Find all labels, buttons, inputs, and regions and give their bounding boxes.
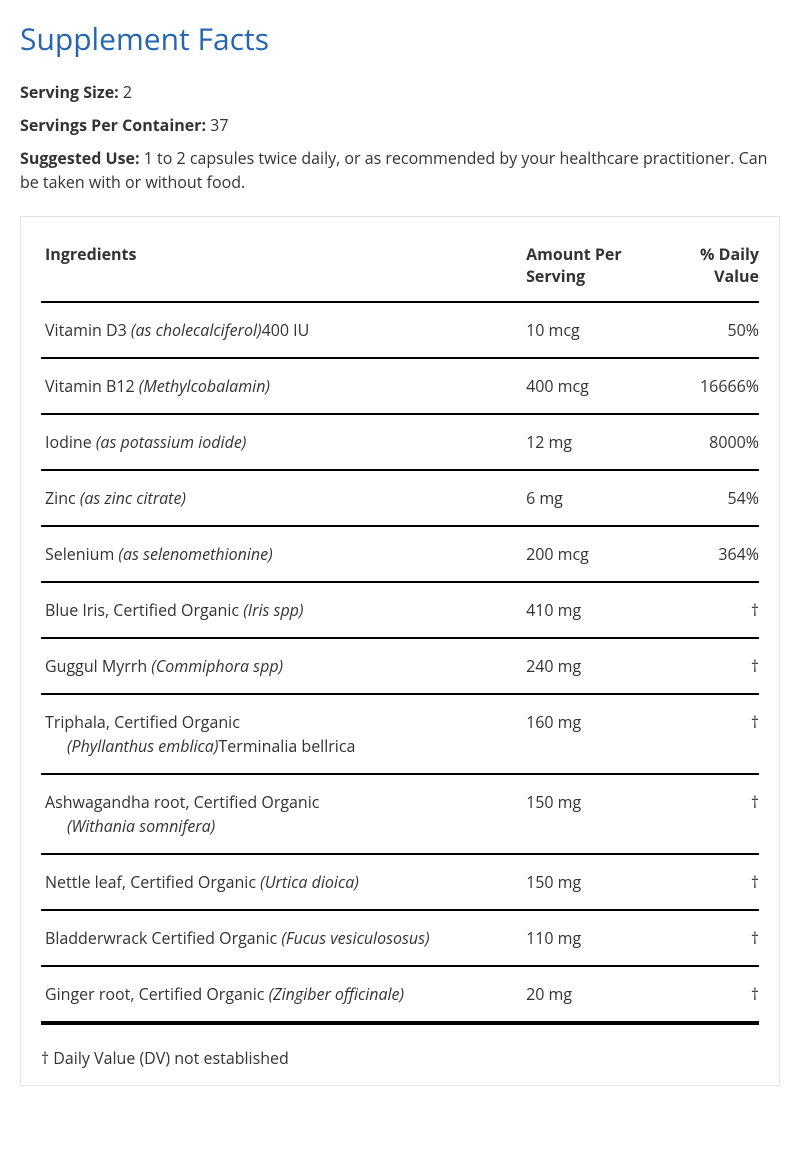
ingredient-extra-scientific: (Phyllanthus emblica) — [67, 735, 218, 757]
ingredient-scientific: (as selenomethionine) — [118, 543, 272, 565]
ingredient-cell: Zinc (as zinc citrate) — [41, 470, 522, 526]
ingredient-extra: (Phyllanthus emblica)Terminalia bellrica — [45, 735, 518, 757]
meta-block: Serving Size: 2 Servings Per Container: … — [20, 81, 780, 194]
ingredient-extra-trail: Terminalia bellrica — [218, 735, 355, 757]
ingredient-name: Bladderwrack Certified Organic — [45, 927, 281, 949]
dv-cell: † — [651, 854, 759, 910]
ingredient-name: Blue Iris, Certified Organic — [45, 599, 243, 621]
amount-cell: 240 mg — [522, 638, 651, 694]
amount-cell: 6 mg — [522, 470, 651, 526]
ingredient-extra: (Withania somnifera) — [45, 815, 518, 837]
serving-size-value: 2 — [123, 81, 132, 103]
ingredient-name: Iodine — [45, 431, 96, 453]
serving-size: Serving Size: 2 — [20, 81, 780, 104]
page-title: Supplement Facts — [20, 18, 780, 59]
ingredient-scientific: (as zinc citrate) — [80, 487, 186, 509]
dv-cell: † — [651, 910, 759, 966]
ingredient-cell: Triphala, Certified Organic(Phyllanthus … — [41, 694, 522, 774]
table-row: Iodine (as potassium iodide)12 mg8000% — [41, 414, 759, 470]
ingredient-cell: Vitamin D3 (as cholecalciferol)400 IU — [41, 302, 522, 358]
dv-cell: † — [651, 966, 759, 1023]
table-row: Ginger root, Certified Organic (Zingiber… — [41, 966, 759, 1023]
amount-cell: 150 mg — [522, 854, 651, 910]
amount-cell: 150 mg — [522, 774, 651, 854]
amount-cell: 20 mg — [522, 966, 651, 1023]
serving-size-label: Serving Size: — [20, 81, 119, 103]
table-row: Ashwagandha root, Certified Organic(With… — [41, 774, 759, 854]
ingredient-scientific: (as potassium iodide) — [96, 431, 246, 453]
facts-table: Ingredients Amount Per Serving % Daily V… — [41, 237, 759, 1025]
suggested-use-label: Suggested Use: — [20, 147, 140, 169]
ingredient-scientific: (Fucus vesiculososus) — [281, 927, 429, 949]
footnote: † Daily Value (DV) not established — [41, 1047, 759, 1069]
table-row: Nettle leaf, Certified Organic (Urtica d… — [41, 854, 759, 910]
dv-cell: † — [651, 582, 759, 638]
table-row: Selenium (as selenomethionine)200 mcg364… — [41, 526, 759, 582]
suggested-use: Suggested Use: 1 to 2 capsules twice dai… — [20, 147, 780, 193]
dv-cell: 16666% — [651, 358, 759, 414]
ingredient-cell: Ashwagandha root, Certified Organic(With… — [41, 774, 522, 854]
servings-per-container: Servings Per Container: 37 — [20, 114, 780, 137]
amount-cell: 200 mcg — [522, 526, 651, 582]
table-row: Zinc (as zinc citrate)6 mg54% — [41, 470, 759, 526]
amount-cell: 400 mcg — [522, 358, 651, 414]
ingredient-scientific: (Commiphora spp) — [151, 655, 283, 677]
amount-cell: 10 mcg — [522, 302, 651, 358]
servings-per-container-label: Servings Per Container: — [20, 114, 206, 136]
amount-cell: 160 mg — [522, 694, 651, 774]
table-row: Vitamin B12 (Methylcobalamin)400 mcg1666… — [41, 358, 759, 414]
ingredient-cell: Selenium (as selenomethionine) — [41, 526, 522, 582]
ingredient-scientific: (Urtica dioica) — [260, 871, 359, 893]
table-row: Bladderwrack Certified Organic (Fucus ve… — [41, 910, 759, 966]
ingredient-trail: 400 IU — [262, 319, 310, 341]
ingredient-name: Ashwagandha root, Certified Organic — [45, 791, 319, 813]
table-row: Triphala, Certified Organic(Phyllanthus … — [41, 694, 759, 774]
ingredient-scientific: (as cholecalciferol) — [131, 319, 262, 341]
dv-cell: † — [651, 694, 759, 774]
ingredient-extra-scientific: (Withania somnifera) — [67, 815, 215, 837]
dv-cell: 50% — [651, 302, 759, 358]
amount-cell: 12 mg — [522, 414, 651, 470]
amount-cell: 410 mg — [522, 582, 651, 638]
ingredient-cell: Bladderwrack Certified Organic (Fucus ve… — [41, 910, 522, 966]
ingredient-cell: Blue Iris, Certified Organic (Iris spp) — [41, 582, 522, 638]
amount-cell: 110 mg — [522, 910, 651, 966]
ingredient-cell: Nettle leaf, Certified Organic (Urtica d… — [41, 854, 522, 910]
col-ingredients: Ingredients — [41, 237, 522, 302]
dv-cell: 54% — [651, 470, 759, 526]
table-row: Blue Iris, Certified Organic (Iris spp)4… — [41, 582, 759, 638]
ingredient-name: Ginger root, Certified Organic — [45, 983, 269, 1005]
ingredient-name: Vitamin B12 — [45, 375, 139, 397]
dv-cell: 8000% — [651, 414, 759, 470]
servings-per-container-value: 37 — [210, 114, 228, 136]
ingredient-cell: Guggul Myrrh (Commiphora spp) — [41, 638, 522, 694]
table-row: Guggul Myrrh (Commiphora spp)240 mg† — [41, 638, 759, 694]
ingredient-name: Vitamin D3 — [45, 319, 131, 341]
ingredient-scientific: (Methylcobalamin) — [139, 375, 270, 397]
dv-cell: † — [651, 638, 759, 694]
col-dv: % Daily Value — [651, 237, 759, 302]
dv-cell: † — [651, 774, 759, 854]
table-row: Vitamin D3 (as cholecalciferol)400 IU10 … — [41, 302, 759, 358]
dv-cell: 364% — [651, 526, 759, 582]
ingredient-cell: Vitamin B12 (Methylcobalamin) — [41, 358, 522, 414]
ingredient-scientific: (Iris spp) — [243, 599, 303, 621]
facts-panel: Ingredients Amount Per Serving % Daily V… — [20, 216, 780, 1086]
ingredient-cell: Ginger root, Certified Organic (Zingiber… — [41, 966, 522, 1023]
ingredient-name: Nettle leaf, Certified Organic — [45, 871, 260, 893]
ingredient-name: Selenium — [45, 543, 118, 565]
ingredient-name: Triphala, Certified Organic — [45, 711, 240, 733]
ingredient-cell: Iodine (as potassium iodide) — [41, 414, 522, 470]
ingredient-name: Guggul Myrrh — [45, 655, 151, 677]
ingredient-name: Zinc — [45, 487, 80, 509]
ingredient-scientific: (Zingiber officinale) — [269, 983, 405, 1005]
col-amount: Amount Per Serving — [522, 237, 651, 302]
